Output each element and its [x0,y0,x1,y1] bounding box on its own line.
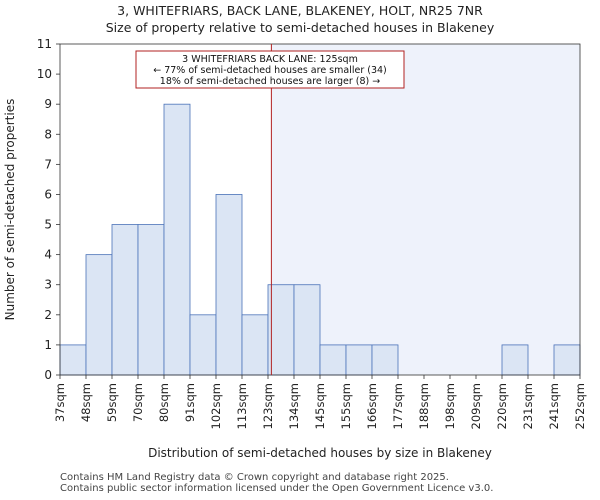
x-tick-label: 70sqm [131,383,145,422]
bars-group [59,103,581,376]
x-tick-label: 209sqm [469,383,483,429]
y-axis-ticks: 0 1 2 3 4 5 6 7 8 9 10 11 [37,37,60,382]
x-tick-label: 166sqm [365,383,379,429]
y-tick-label: 11 [37,37,52,51]
x-tick-label: 252sqm [573,383,587,429]
bar-134sqm [293,284,321,376]
bar-80sqm [163,103,191,376]
larger-region-highlight [271,44,580,375]
y-tick-label: 4 [44,248,52,262]
x-tick-label: 123sqm [261,383,275,429]
histogram-chart: 0 1 2 3 4 5 6 7 8 9 10 11 37sqm 48sqm 59sqm 70sqm 80sqm… [3,37,587,460]
x-tick-label: 59sqm [105,383,119,422]
bar-166sqm [371,344,399,376]
y-tick-label: 3 [44,278,52,292]
x-tick-label: 220sqm [495,383,509,429]
x-tick-label: 177sqm [391,383,405,429]
annotation-box [135,50,405,89]
bar-145sqm [319,344,347,376]
x-tick-label: 155sqm [339,383,353,429]
y-tick-label: 9 [44,97,52,111]
x-tick-label: 188sqm [417,383,431,429]
y-tick-label: 1 [44,338,52,352]
bar-241sqm [553,344,581,376]
bar-123sqm [267,284,295,376]
x-axis-ticks: 37sqm 48sqm 59sqm 70sqm 80sqm 91sqm 102sqm 113s… [53,375,587,429]
x-tick-label: 102sqm [209,383,223,429]
bar-220sqm [501,344,529,376]
y-tick-label: 0 [44,368,52,382]
chart-subtitle: Size of property relative to semi-detach… [105,20,495,35]
y-tick-label: 6 [44,187,52,201]
x-tick-label: 91sqm [183,383,197,422]
y-tick-label: 7 [44,157,52,171]
y-tick-label: 5 [44,218,52,232]
bar-70sqm [137,224,165,376]
x-tick-label: 37sqm [53,383,67,422]
bar-48sqm [85,254,113,376]
x-tick-label: 113sqm [235,383,249,429]
bar-37sqm [59,344,87,376]
y-tick-label: 8 [44,127,52,141]
x-tick-label: 145sqm [313,383,327,429]
bar-91sqm [189,314,217,376]
x-tick-label: 80sqm [157,383,171,422]
bar-155sqm [345,344,373,376]
footer-licence: Contains public sector information licen… [60,483,494,494]
chart-title: 3, WHITEFRIARS, BACK LANE, BLAKENEY, HOL… [117,3,483,18]
y-tick-label: 10 [37,67,52,81]
annotation-line-3: 18% of semi-detached houses are larger (… [160,76,380,87]
bar-102sqm [215,194,243,376]
bar-59sqm [111,224,139,376]
x-tick-label: 231sqm [521,383,535,429]
x-axis-label: Distribution of semi-detached houses by … [148,446,492,460]
y-tick-label: 2 [44,308,52,322]
annotation-line-1: 3 WHITEFRIARS BACK LANE: 125sqm [182,54,358,65]
annotation-line-2: ← 77% of semi-detached houses are smalle… [153,65,387,76]
footer-copyright: Contains HM Land Registry data © Crown c… [60,472,449,483]
x-tick-label: 48sqm [79,383,93,422]
x-tick-label: 241sqm [547,383,561,429]
x-tick-label: 134sqm [287,383,301,429]
bar-113sqm [241,314,269,376]
y-axis-label: Number of semi-detached properties [3,99,17,321]
x-tick-label: 198sqm [443,383,457,429]
